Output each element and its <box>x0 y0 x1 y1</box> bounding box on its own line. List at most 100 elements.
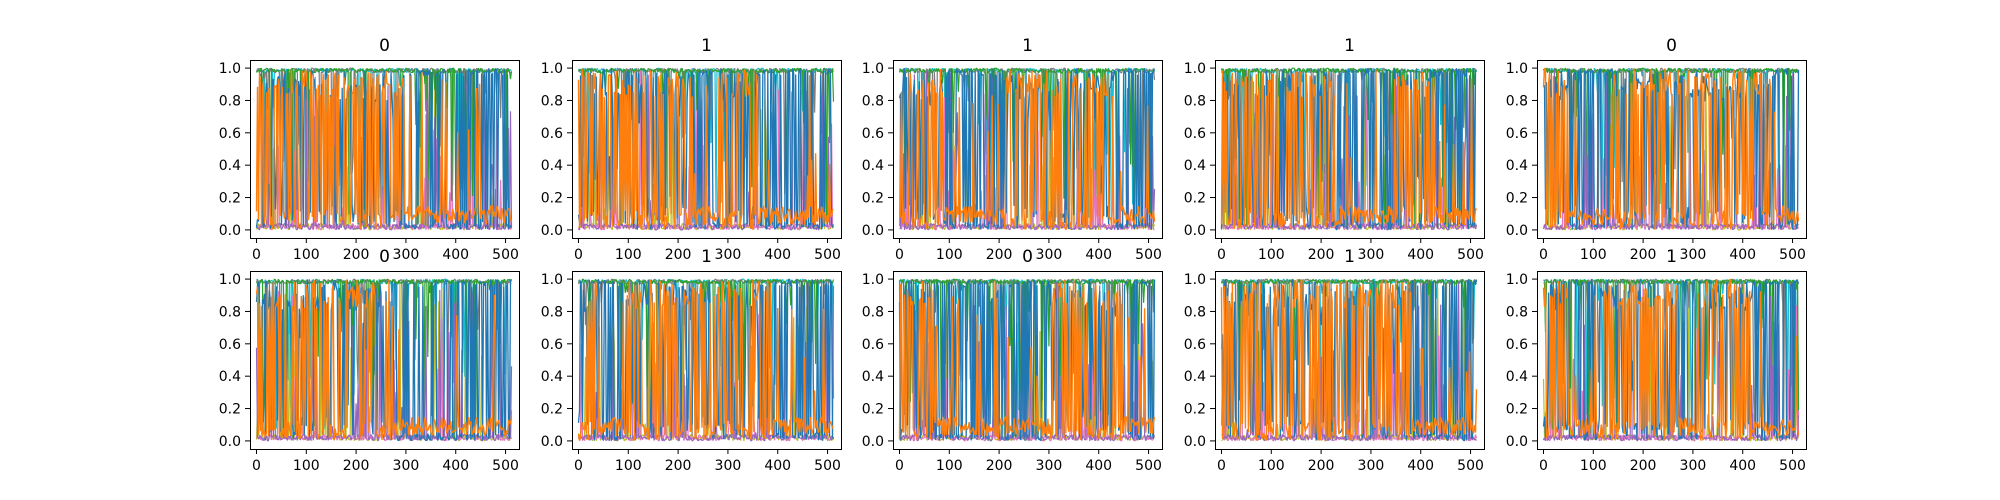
x-tick-label: 300 <box>393 458 420 474</box>
y-tick-label: 0.0 <box>1184 223 1206 239</box>
plot-area <box>255 67 513 231</box>
series-orange <box>1542 67 1800 230</box>
y-tick-label: 0.2 <box>862 402 884 418</box>
subplot-title: 0 <box>1022 247 1033 267</box>
series-blue <box>898 68 1156 230</box>
x-tick-label: 500 <box>814 247 841 263</box>
y-tick-label: 0.2 <box>219 191 241 207</box>
y-tick-label: 0.8 <box>862 304 884 320</box>
axes-frame <box>1537 60 1807 239</box>
x-tick-label: 400 <box>1407 458 1434 474</box>
x-tick-label: 0 <box>1539 247 1548 263</box>
x-tick-label: 200 <box>1308 458 1335 474</box>
axes-frame <box>1215 60 1485 239</box>
x-tick-label: 500 <box>1135 458 1162 474</box>
series-blue <box>577 278 835 441</box>
y-tick-label: 0.6 <box>219 337 241 353</box>
y-tick-label: 0.0 <box>541 223 563 239</box>
x-tick-label: 200 <box>665 247 692 263</box>
series-orange <box>577 69 834 230</box>
subplot-7: 0 0 100 200 300 400 500 0.0 0.2 0.4 0.6 0.8 1.0 <box>862 247 1163 474</box>
x-tick-label: 200 <box>343 458 370 474</box>
axes-frame <box>572 60 842 239</box>
series-blue <box>898 279 1156 442</box>
series-minor-5 <box>899 71 1156 231</box>
x-tick-label: 400 <box>442 458 469 474</box>
y-tick-label: 0.8 <box>1184 93 1206 109</box>
y-tick-label: 0.8 <box>862 93 884 109</box>
y-tick-label: 0.6 <box>1506 337 1528 353</box>
x-tick-label: 100 <box>1580 247 1607 263</box>
series-orange <box>255 69 513 230</box>
y-tick-label: 0.8 <box>1506 304 1528 320</box>
plot-area <box>577 67 835 231</box>
x-tick-label: 300 <box>1358 247 1385 263</box>
series-orange <box>577 279 834 441</box>
x-tick-label: 200 <box>986 247 1013 263</box>
y-tick-label: 0.8 <box>541 304 563 320</box>
y-tick-label: 1.0 <box>219 272 241 288</box>
series-orange <box>255 279 513 441</box>
x-tick-label: 200 <box>1630 247 1657 263</box>
x-tick-label: 300 <box>1358 458 1385 474</box>
y-tick-label: 0.4 <box>1184 369 1206 385</box>
y-tick-label: 0.4 <box>541 158 563 174</box>
y-tick-label: 0.4 <box>862 369 884 385</box>
x-tick-label: 500 <box>1457 247 1484 263</box>
y-tick-label: 0.2 <box>1506 191 1528 207</box>
y-tick-label: 0.8 <box>1506 93 1528 109</box>
series-blue <box>255 68 512 230</box>
y-tick-label: 1.0 <box>541 61 563 77</box>
x-tick-label: 500 <box>814 458 841 474</box>
x-tick-label: 0 <box>252 458 261 474</box>
series-orange <box>1220 69 1478 230</box>
y-tick-label: 0.4 <box>862 158 884 174</box>
y-tick-label: 0.6 <box>1184 337 1206 353</box>
y-tick-label: 0.4 <box>219 369 241 385</box>
x-tick-label: 300 <box>393 247 420 263</box>
subplot-6: 1 0 100 200 300 400 500 0.0 0.2 0.4 0.6 0.8 1.0 <box>541 247 842 474</box>
y-tick-label: 0.8 <box>1184 304 1206 320</box>
x-tick-label: 0 <box>1539 458 1548 474</box>
subplot-title: 0 <box>379 247 390 267</box>
plot-area <box>1542 67 1800 231</box>
x-tick-label: 500 <box>492 458 519 474</box>
axes-frame <box>893 271 1163 450</box>
subplot-title: 1 <box>701 36 712 56</box>
x-tick-label: 100 <box>615 247 642 263</box>
y-tick-label: 0.2 <box>1184 402 1206 418</box>
y-tick-label: 0.0 <box>1506 434 1528 450</box>
y-tick-label: 1.0 <box>862 272 884 288</box>
y-tick-label: 0.0 <box>219 223 241 239</box>
subplot-8: 1 0 100 200 300 400 500 0.0 0.2 0.4 0.6 0.8 1.0 <box>1184 247 1485 474</box>
subplot-9: 1 0 100 200 300 400 500 0.0 0.2 0.4 0.6 0.8 1.0 <box>1506 247 1807 474</box>
plot-area <box>577 278 835 442</box>
series-minor-4 <box>1221 278 1477 439</box>
axes-frame <box>1537 271 1807 450</box>
y-tick-label: 0.4 <box>1184 158 1206 174</box>
x-tick-label: 300 <box>1680 247 1707 263</box>
x-tick-label: 200 <box>665 458 692 474</box>
y-tick-label: 0.8 <box>219 304 241 320</box>
x-tick-label: 0 <box>574 247 583 263</box>
y-tick-label: 1.0 <box>219 61 241 77</box>
subplot-5: 0 0 100 200 300 400 500 0.0 0.2 0.4 0.6 0.8 1.0 <box>219 247 520 474</box>
y-tick-label: 0.0 <box>862 223 884 239</box>
axes-frame <box>250 60 520 239</box>
x-tick-label: 500 <box>1779 247 1806 263</box>
x-tick-label: 400 <box>764 247 791 263</box>
x-tick-label: 100 <box>293 458 320 474</box>
x-tick-label: 500 <box>1457 458 1484 474</box>
y-tick-label: 1.0 <box>1506 272 1528 288</box>
y-tick-label: 0.0 <box>1184 434 1206 450</box>
x-tick-label: 100 <box>1258 458 1285 474</box>
y-tick-label: 0.0 <box>541 434 563 450</box>
subplot-3: 1 0 100 200 300 400 500 0.0 0.2 0.4 0.6 0.8 1.0 <box>1184 36 1485 263</box>
x-tick-label: 300 <box>1680 458 1707 474</box>
y-tick-label: 0.6 <box>862 337 884 353</box>
y-tick-label: 0.6 <box>541 337 563 353</box>
y-tick-label: 0.0 <box>219 434 241 450</box>
y-tick-label: 1.0 <box>541 272 563 288</box>
x-tick-label: 0 <box>1217 458 1226 474</box>
